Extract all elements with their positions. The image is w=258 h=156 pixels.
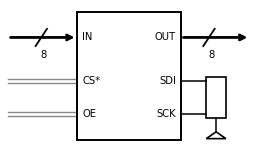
Text: CS*: CS* — [82, 76, 100, 86]
Bar — [77, 12, 181, 140]
Text: SDI: SDI — [159, 76, 176, 86]
Text: OE: OE — [82, 109, 96, 119]
Text: 8: 8 — [40, 50, 46, 60]
Polygon shape — [206, 132, 226, 139]
Text: OUT: OUT — [155, 32, 176, 42]
Text: 8: 8 — [208, 50, 214, 60]
Bar — [206, 77, 226, 118]
Text: SCK: SCK — [156, 109, 176, 119]
Text: IN: IN — [82, 32, 92, 42]
